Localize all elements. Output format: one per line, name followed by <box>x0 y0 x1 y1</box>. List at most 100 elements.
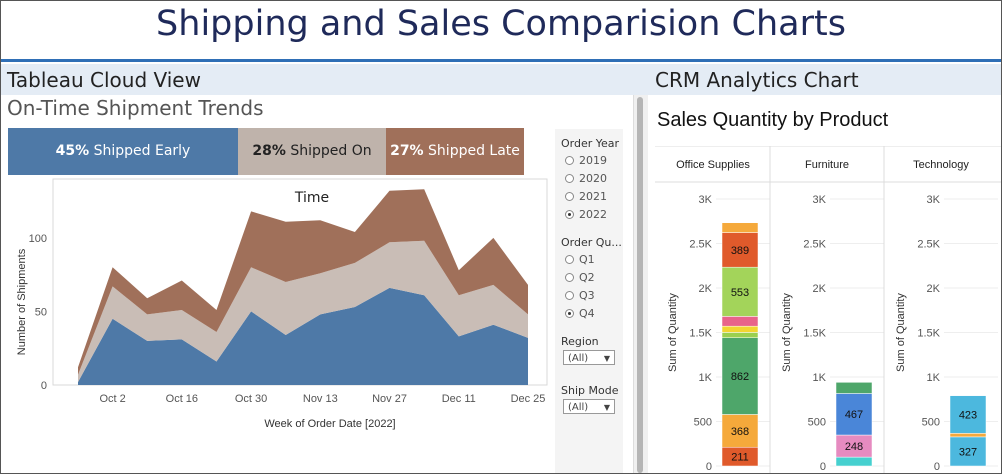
panel-header-label: Technology <box>913 159 969 171</box>
x-tick-label: Dec 11 <box>442 393 476 405</box>
order-quarter-option-q2[interactable]: Q2 <box>565 271 595 284</box>
crm-chart-title: Sales Quantity by Product <box>657 109 889 131</box>
y-tick-label: 50 <box>35 306 47 318</box>
order-quarter-option-q4[interactable]: Q4 <box>565 307 595 320</box>
y-axis-label: Sum of Quantity <box>781 293 793 372</box>
y-tick-label: 1.5K <box>803 328 826 340</box>
radio-icon <box>565 291 574 300</box>
option-label: Q1 <box>579 253 595 266</box>
option-label: Q2 <box>579 271 595 284</box>
bar-segment <box>835 393 873 436</box>
order-quarter-option-q3[interactable]: Q3 <box>565 289 595 302</box>
bar-data-label: 423 <box>959 410 977 422</box>
ship-mode-filter-title: Ship Mode <box>561 384 619 397</box>
shipment-area-chart[interactable]: 0 50 100 Oct 2 Oct 16 Oct 30 Nov 13 Nov 27 Dec 1… <box>1 175 553 435</box>
x-tick-label: Dec 25 <box>511 393 546 405</box>
y-tick-label: 1K <box>813 372 827 384</box>
bar-data-label: 389 <box>731 245 749 257</box>
area-series-ontime <box>78 240 528 383</box>
y-tick-label: 2.5K <box>917 239 940 251</box>
bar-segment <box>721 316 759 327</box>
panel-header-label: Furniture <box>805 159 849 171</box>
region-select-value: (All) <box>568 353 589 364</box>
x-tick-label: Oct 16 <box>166 393 198 405</box>
order-year-option-2021[interactable]: 2021 <box>565 190 607 203</box>
order-quarter-option-q1[interactable]: Q1 <box>565 253 595 266</box>
kpi-shipped-early[interactable]: 45% Shipped Early <box>8 128 238 175</box>
bar-segment <box>949 436 987 467</box>
bar-segment <box>721 414 759 448</box>
ship-mode-select[interactable]: (All) ▼ <box>563 399 615 414</box>
y-tick-label: 3K <box>699 194 713 206</box>
title-divider <box>1 59 1001 62</box>
y-axis-label: Number of Shipments <box>16 248 28 355</box>
y-tick-label: 0 <box>820 461 826 473</box>
y-tick-label: 2K <box>813 283 827 295</box>
y-tick-label: 2.5K <box>689 239 712 251</box>
radio-icon <box>565 174 574 183</box>
option-label: Q3 <box>579 289 595 302</box>
bar-data-label: 553 <box>731 287 749 299</box>
area-series-early <box>78 287 528 385</box>
bar-data-label: 248 <box>845 441 863 453</box>
x-tick-label: Oct 2 <box>99 393 125 405</box>
panel-header-label: Office Supplies <box>676 159 750 171</box>
order-year-option-2022[interactable]: 2022 <box>565 208 607 221</box>
bar-segment <box>721 332 759 339</box>
tableau-section-header: Tableau Cloud View <box>1 64 633 95</box>
radio-icon <box>565 255 574 264</box>
kpi-shipped-late[interactable]: 27% Shipped Late <box>386 128 524 175</box>
y-tick-label: 3K <box>927 194 941 206</box>
order-year-option-2020[interactable]: 2020 <box>565 172 607 185</box>
radio-icon <box>565 192 574 201</box>
x-axis-label: Week of Order Date [2022] <box>264 418 395 430</box>
crm-section-header: CRM Analytics Chart <box>633 64 1001 95</box>
region-select[interactable]: (All) ▼ <box>563 350 615 365</box>
kpi-late-percent: 27% <box>390 143 424 159</box>
y-tick-label: 0 <box>934 461 940 473</box>
kpi-shipped-on-time[interactable]: 28% Shipped On Time <box>238 128 386 206</box>
y-tick-label: 500 <box>922 417 940 429</box>
bar-segment <box>835 456 873 467</box>
kpi-ontime-percent: 28% <box>252 143 286 159</box>
kpi-early-label: Shipped Early <box>93 143 191 159</box>
y-tick-label: 2K <box>699 283 713 295</box>
y-tick-label: 1K <box>927 372 941 384</box>
bar-segment <box>949 395 987 434</box>
x-tick-label: Oct 30 <box>235 393 267 405</box>
y-tick-label: 3K <box>813 194 827 206</box>
page-title: Shipping and Sales Comparision Charts <box>156 4 846 44</box>
bar-data-label: 327 <box>959 446 977 458</box>
y-tick-label: 0 <box>706 461 712 473</box>
kpi-early-percent: 45% <box>55 143 90 159</box>
radio-selected-icon <box>565 210 574 219</box>
bar-data-label: 862 <box>731 371 749 383</box>
y-tick-label: 500 <box>694 417 712 429</box>
region-filter-title: Region <box>561 335 599 348</box>
bar-segment <box>721 266 759 317</box>
bar-segment <box>721 222 759 233</box>
order-year-option-2019[interactable]: 2019 <box>565 154 607 167</box>
x-tick-label: Nov 13 <box>303 393 338 405</box>
caret-down-icon: ▼ <box>603 354 610 363</box>
bar-segment <box>835 382 873 394</box>
y-tick-label: 2K <box>927 283 941 295</box>
bar-segment <box>949 433 987 438</box>
y-tick-label: 0 <box>41 380 47 392</box>
y-tick-label: 1K <box>699 372 713 384</box>
option-label: 2019 <box>579 154 607 167</box>
kpi-ontime-label: Shipped On Time <box>290 143 372 206</box>
y-tick-label: 100 <box>29 233 47 245</box>
kpi-late-label: Shipped Late <box>428 143 520 159</box>
radio-icon <box>565 273 574 282</box>
option-label: 2022 <box>579 208 607 221</box>
bar-segment <box>721 232 759 268</box>
y-tick-label: 2.5K <box>803 239 826 251</box>
radio-icon <box>565 156 574 165</box>
sales-quantity-bar-chart[interactable]: Office Supplies 0 500 1K 1.5K 2K 2.5K 3K Sum of … <box>655 146 1001 473</box>
scrollbar-thumb[interactable] <box>637 97 643 473</box>
y-axis-label: Sum of Quantity <box>667 293 679 372</box>
caret-down-icon: ▼ <box>603 403 610 412</box>
bar-data-label: 467 <box>845 409 863 421</box>
